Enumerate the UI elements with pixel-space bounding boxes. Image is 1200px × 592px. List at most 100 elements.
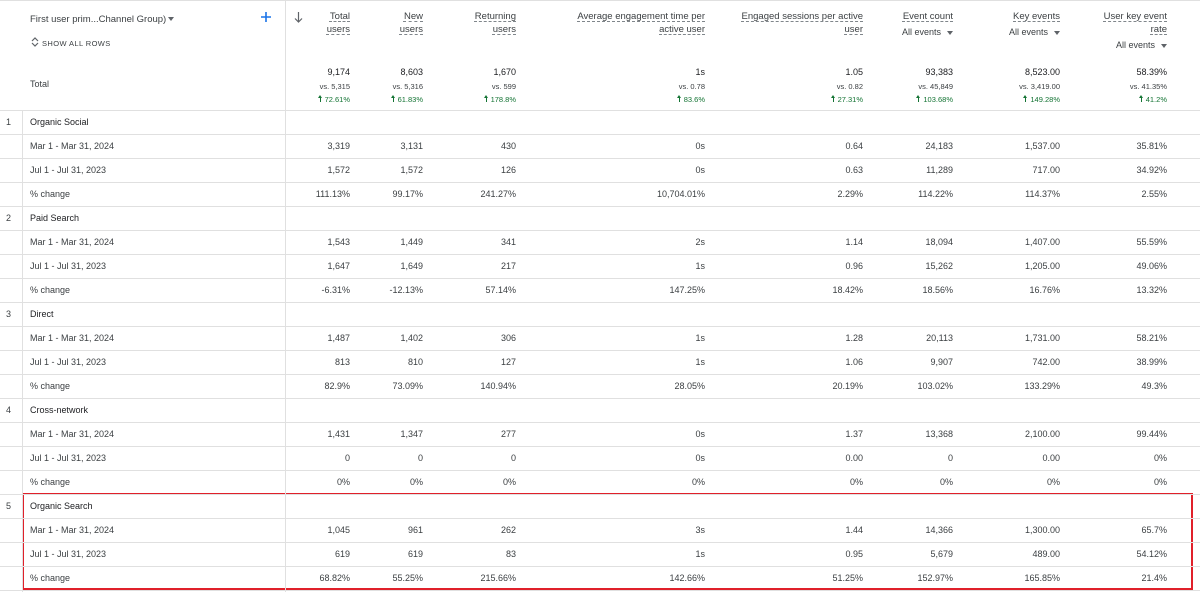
group-name: Cross-network: [30, 405, 89, 415]
column-header[interactable]: New users: [399, 11, 423, 35]
up-arrow: [676, 95, 681, 98]
column-header[interactable]: Returning users: [474, 11, 516, 35]
cell: 0: [947, 453, 953, 463]
row-label: Jul 1 - Jul 31, 2023: [30, 453, 107, 463]
metric-selector[interactable]: All events: [1008, 27, 1048, 37]
cell: 2.55%: [1141, 189, 1167, 199]
cell: 55.25%: [392, 573, 423, 583]
cell: -6.31%: [321, 285, 350, 295]
cell: 0: [417, 453, 423, 463]
cell: 0%: [502, 477, 516, 487]
metric-selector[interactable]: All events: [901, 27, 941, 37]
row-label: Mar 1 - Mar 31, 2024: [30, 333, 115, 343]
column-divider: [22, 110, 23, 592]
metric-selector[interactable]: All events: [1115, 40, 1155, 50]
cell: 1,647: [327, 261, 350, 271]
cell: 0.00: [1042, 453, 1060, 463]
total-value: 58.39%: [1136, 67, 1167, 77]
column-header[interactable]: Total users: [326, 11, 350, 35]
total-change: 72.61%: [324, 95, 350, 104]
cell: 1,572: [400, 165, 423, 175]
show-all-rows[interactable]: SHOW ALL ROWS: [42, 39, 111, 48]
cell: 2.29%: [837, 189, 863, 199]
cell: 1,449: [400, 237, 423, 247]
cell: 1,402: [400, 333, 423, 343]
cell: 57.14%: [485, 285, 516, 295]
cell: 20,113: [926, 333, 953, 343]
cell: 18,094: [925, 237, 953, 247]
cell: 430: [500, 141, 516, 151]
cell: 20.19%: [832, 381, 863, 391]
divider: [0, 470, 1200, 471]
cell: 1s: [695, 261, 705, 271]
total-value: 8,523.00: [1024, 67, 1060, 77]
row-index: 5: [6, 501, 12, 511]
up-arrow: [1023, 95, 1028, 98]
cell: 14,366: [925, 525, 953, 535]
column-header[interactable]: Key events: [1013, 11, 1060, 22]
divider: [0, 566, 1200, 567]
total-change: 83.6%: [683, 95, 705, 104]
dropdown-icon: [947, 31, 953, 35]
row-label: Mar 1 - Mar 31, 2024: [30, 141, 115, 151]
cell: 73.09%: [392, 381, 423, 391]
divider: [0, 446, 1200, 447]
cell: 0%: [409, 477, 423, 487]
cell: 0%: [336, 477, 350, 487]
up-arrow-stem: [392, 98, 394, 102]
cell: 3,319: [327, 141, 350, 151]
divider: [0, 110, 1200, 111]
total-compare: vs. 0.78: [678, 82, 705, 91]
column-header[interactable]: Event count: [902, 11, 953, 22]
cell: 1.44: [845, 525, 863, 535]
column-header[interactable]: Engaged sessions per active user: [741, 11, 863, 35]
up-arrow-stem: [1140, 98, 1142, 102]
sort-icon[interactable]: [294, 12, 303, 23]
cell: 49.3%: [1141, 381, 1167, 391]
total-compare: vs. 41.35%: [1129, 82, 1167, 91]
dimension-selector[interactable]: First user prim...Channel Group): [30, 14, 167, 25]
cell: 1,407.00: [1024, 237, 1060, 247]
cell: 0s: [695, 429, 705, 439]
cell: 961: [407, 525, 423, 535]
divider: [0, 326, 1200, 327]
cell: 21.4%: [1141, 573, 1167, 583]
column-header[interactable]: Average engagement time per active user: [577, 11, 705, 35]
cell: 217: [500, 261, 516, 271]
row-index: 3: [6, 309, 12, 319]
divider: [0, 254, 1200, 255]
row-label: % change: [30, 573, 71, 583]
total-value: 8,603: [400, 67, 423, 77]
cell: 140.94%: [480, 381, 516, 391]
cell: 1.14: [845, 237, 863, 247]
cell: 0%: [939, 477, 953, 487]
cell: 262: [500, 525, 516, 535]
total-change: 103.68%: [923, 95, 953, 104]
cell: 0.96: [845, 261, 863, 271]
cell: 0.63: [845, 165, 863, 175]
cell: 3,131: [400, 141, 423, 151]
up-arrow: [1138, 95, 1143, 98]
divider: [0, 422, 1200, 423]
cell: 152.97%: [917, 573, 953, 583]
up-arrow-stem: [319, 98, 321, 102]
cell: 55.59%: [1136, 237, 1167, 247]
cell: 1.37: [845, 429, 863, 439]
column-divider: [285, 0, 286, 592]
cell: 0: [510, 453, 516, 463]
row-label: % change: [30, 477, 71, 487]
add-dimension[interactable]: [261, 12, 271, 22]
total-change: 178.8%: [490, 95, 516, 104]
cell: 11,289: [926, 165, 953, 175]
row-label: Jul 1 - Jul 31, 2023: [30, 549, 107, 559]
group-name: Direct: [30, 309, 54, 319]
total-change: 61.83%: [397, 95, 423, 104]
cell: 99.17%: [392, 189, 423, 199]
total-change: 41.2%: [1145, 95, 1167, 104]
cell: 1s: [695, 357, 705, 367]
group-name: Paid Search: [30, 213, 80, 223]
cell: 0: [344, 453, 350, 463]
column-header[interactable]: User key event rate: [1103, 11, 1167, 35]
total-value: 9,174: [327, 67, 350, 77]
